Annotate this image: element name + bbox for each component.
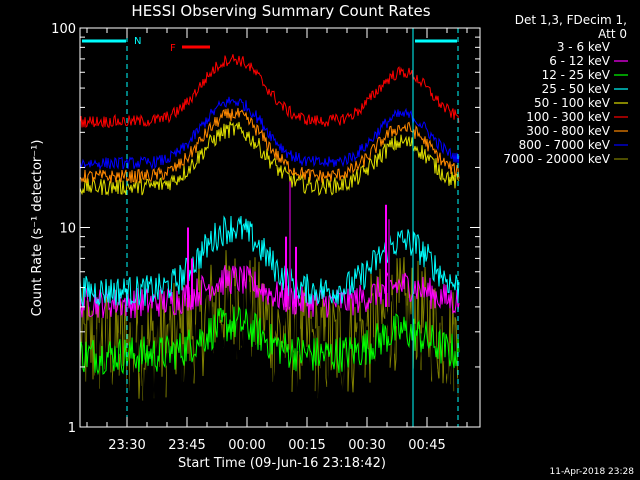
night-label: N	[134, 36, 141, 47]
generated-timestamp: 11-Apr-2018 23:28	[550, 467, 635, 477]
plot-area	[79, 54, 460, 429]
x-tick-label-0: 23:30	[108, 438, 145, 453]
series-line-800-7000kev	[79, 96, 460, 171]
legend-label-3: 25 - 50 keV	[542, 82, 611, 96]
x-tick-label-4: 00:30	[348, 438, 385, 453]
y-tick-label-2: 100	[51, 22, 76, 37]
x-axis-label: Start Time (09-Jun-16 23:18:42)	[178, 456, 386, 471]
series-line-6-12kev	[79, 265, 460, 319]
chart-title: HESSI Observing Summary Count Rates	[131, 2, 430, 20]
legend-label-0: 3 - 6 keV	[557, 40, 611, 54]
legend-label-4: 50 - 100 keV	[534, 96, 611, 110]
axes: 1 10 100 23:30 23:45 00:00 00:15 00:30 00:45	[51, 22, 481, 453]
x-tick-label-1: 23:45	[168, 438, 205, 453]
y-axis-label: Count Rate (s⁻¹ detector⁻¹)	[30, 140, 45, 317]
legend-label-1: 6 - 12 keV	[549, 54, 611, 68]
overlay-annotations: NF	[82, 28, 459, 427]
x-tick-label-2: 00:00	[228, 438, 265, 453]
series-line-12-25kev	[79, 305, 460, 376]
legend-label-6: 300 - 800 keV	[526, 124, 610, 138]
series-line-300-800kev	[79, 107, 460, 184]
legend-label-8: 7000 - 20000 keV	[503, 152, 610, 166]
legend-label-7: 800 - 7000 keV	[519, 138, 611, 152]
series-line-25-50kev	[79, 215, 460, 307]
legend-label-2: 12 - 25 keV	[542, 68, 611, 82]
flare-label: F	[170, 43, 176, 54]
y-tick-label-0: 1	[68, 421, 76, 436]
x-tick-label-3: 00:15	[288, 438, 325, 453]
series-line-50-100kev	[79, 121, 460, 197]
y-tick-label-1: 10	[59, 222, 76, 237]
series-line-100-300kev	[79, 54, 460, 129]
x-tick-label-5: 00:45	[408, 438, 445, 453]
legend-label-5: 100 - 300 keV	[526, 110, 610, 124]
legend-header-line2: Att 0	[598, 27, 627, 41]
legend-header-line1: Det 1,3, FDecim 1,	[515, 13, 627, 27]
